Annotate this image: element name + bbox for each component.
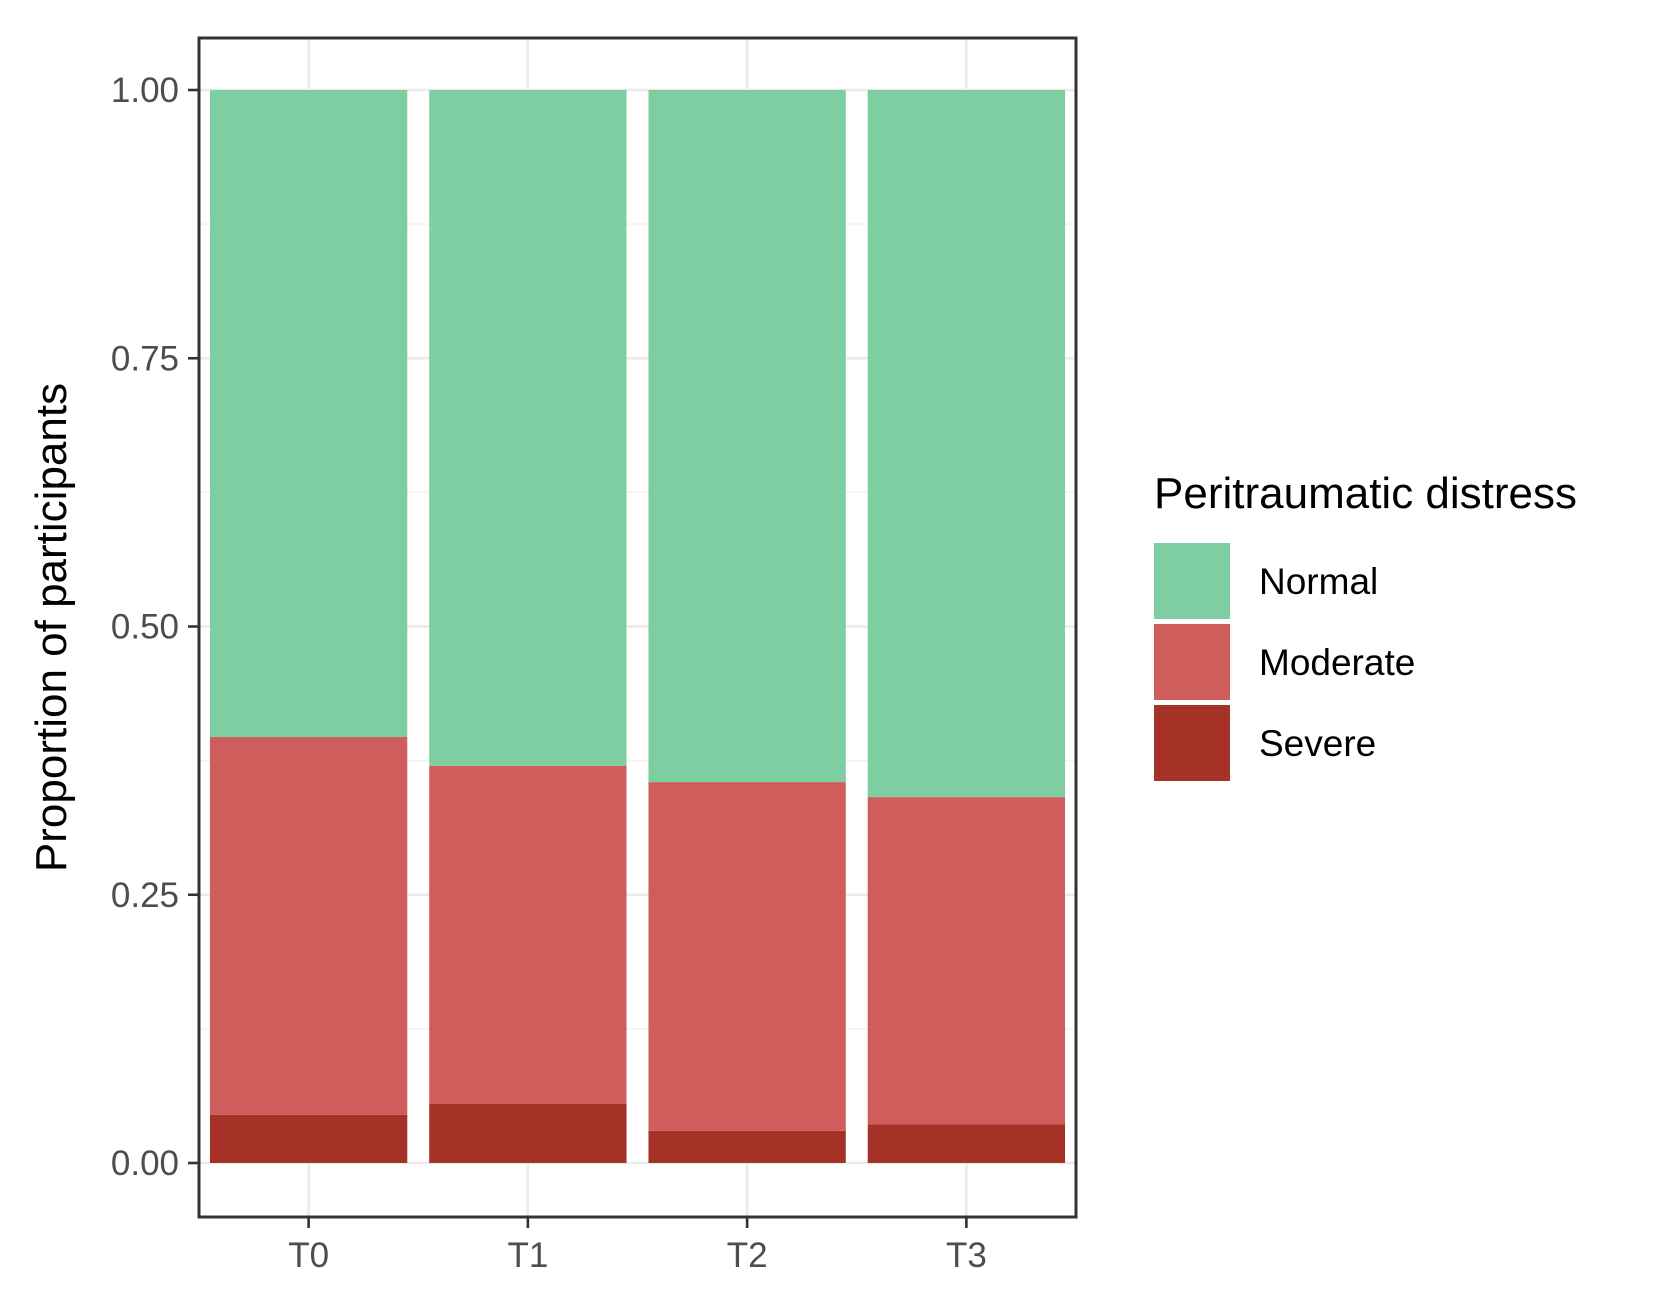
bar-normal-t0 — [209, 90, 408, 738]
bar-normal-t1 — [429, 90, 627, 766]
x-tick-label: T3 — [946, 1236, 987, 1275]
bar-severe-t0 — [209, 1114, 408, 1163]
x-tick-label: T0 — [288, 1236, 329, 1275]
bar-severe-t3 — [867, 1124, 1066, 1163]
bar-moderate-t3 — [867, 797, 1066, 1125]
legend-key-moderate — [1154, 624, 1230, 700]
bar-moderate-t2 — [648, 782, 846, 1131]
legend: Peritraumatic distress Normal Moderate Sev… — [1154, 469, 1577, 781]
y-tick-label: 0.50 — [111, 608, 179, 647]
y-axis-title: Proportion of participants — [27, 383, 76, 872]
bar-severe-t1 — [429, 1103, 627, 1163]
bar-normal-t2 — [648, 90, 846, 783]
bar-moderate-t1 — [429, 765, 627, 1104]
legend-key-severe — [1154, 705, 1230, 781]
bar-moderate-t0 — [209, 737, 408, 1115]
legend-label-normal: Normal — [1259, 561, 1378, 602]
legend-label-moderate: Moderate — [1259, 642, 1415, 683]
y-tick-label: 0.00 — [111, 1144, 179, 1183]
x-tick-label: T1 — [507, 1236, 548, 1275]
x-axis: T0 T1 T2 T3 — [288, 1217, 987, 1275]
legend-key-normal — [1154, 543, 1230, 619]
x-tick-label: T2 — [727, 1236, 768, 1275]
y-tick-label: 1.00 — [111, 71, 179, 110]
bars — [209, 90, 1066, 1163]
y-tick-label: 0.75 — [111, 339, 179, 378]
y-tick-label: 0.25 — [111, 876, 179, 915]
y-axis: 0.00 0.25 0.50 0.75 1.00 — [111, 71, 199, 1183]
bar-severe-t2 — [648, 1130, 846, 1163]
bar-normal-t3 — [867, 90, 1066, 798]
legend-title: Peritraumatic distress — [1154, 469, 1577, 518]
legend-label-severe: Severe — [1259, 723, 1376, 764]
